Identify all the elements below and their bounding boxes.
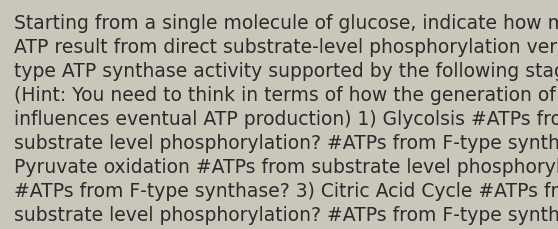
Text: Starting from a single molecule of glucose, indicate how many: Starting from a single molecule of gluco…	[14, 14, 558, 33]
Text: ATP result from direct substrate-level phosphorylation versus F-: ATP result from direct substrate-level p…	[14, 38, 558, 57]
Text: #ATPs from F-type synthase? 3) Citric Acid Cycle #ATPs from: #ATPs from F-type synthase? 3) Citric Ac…	[14, 181, 558, 200]
Text: substrate level phosphorylation? #ATPs from F-type synthase?: substrate level phosphorylation? #ATPs f…	[14, 205, 558, 224]
Text: substrate level phosphorylation? #ATPs from F-type synthase? 2): substrate level phosphorylation? #ATPs f…	[14, 134, 558, 152]
Text: (Hint: You need to think in terms of how the generation of e-: (Hint: You need to think in terms of how…	[14, 86, 558, 105]
Text: type ATP synthase activity supported by the following stages:: type ATP synthase activity supported by …	[14, 62, 558, 81]
Text: Pyruvate oxidation #ATPs from substrate level phosphorylation?: Pyruvate oxidation #ATPs from substrate …	[14, 157, 558, 176]
Text: influences eventual ATP production) 1) Glycolsis #ATPs from: influences eventual ATP production) 1) G…	[14, 109, 558, 128]
